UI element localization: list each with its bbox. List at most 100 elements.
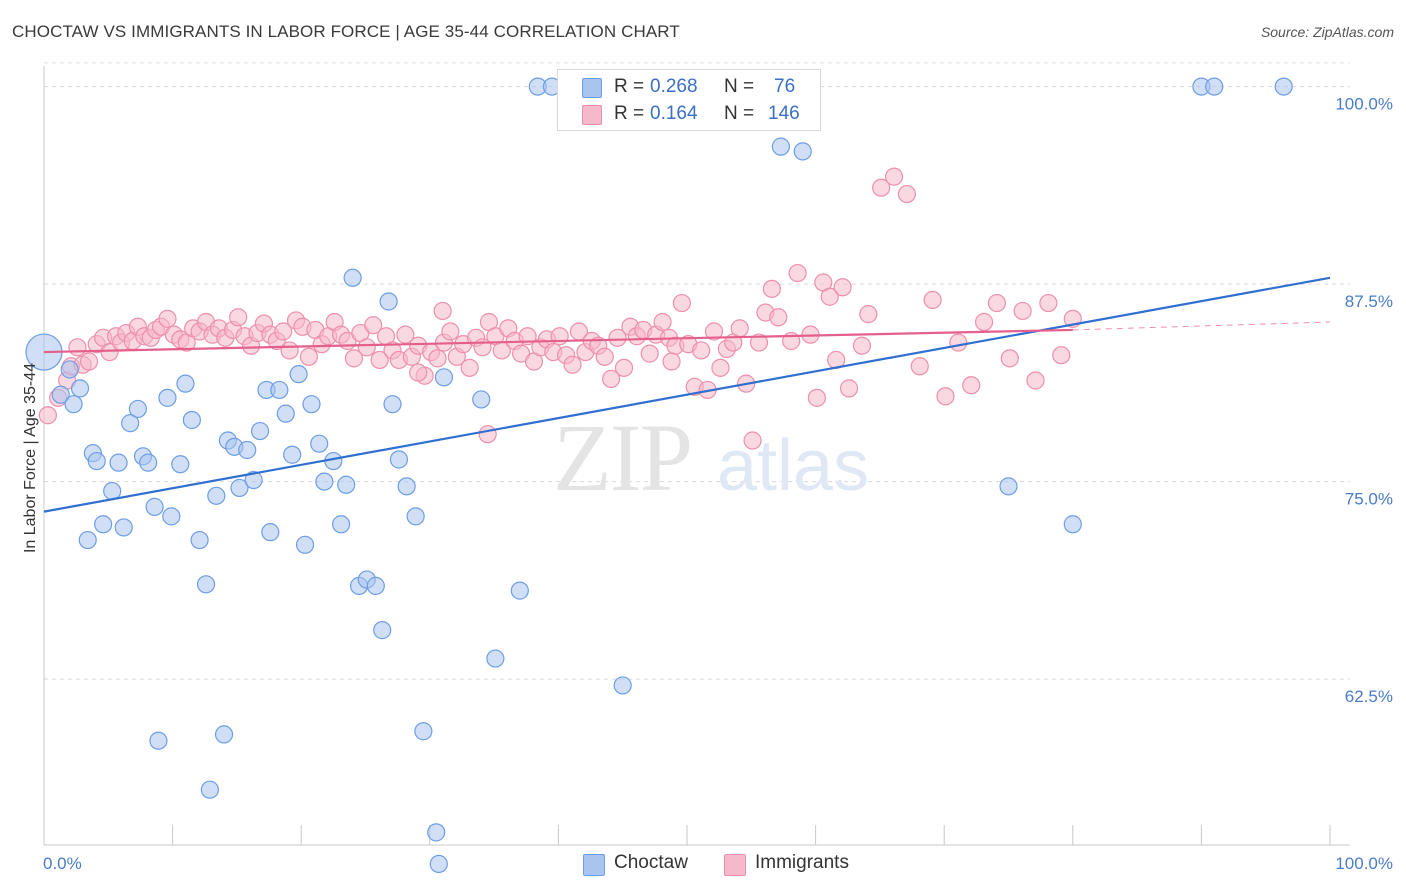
immigrants-point [563, 355, 582, 374]
choctaw-point [414, 722, 433, 741]
immigrants-point [923, 290, 942, 309]
choctaw-point [295, 535, 315, 554]
choctaw-point [94, 515, 113, 534]
correlation-legend: R = 0.268 N = 76 R = 0.164 N = 146 [557, 69, 821, 131]
immigrants-point [859, 305, 878, 324]
n-value: 76 [774, 76, 796, 97]
immigrants-point [769, 308, 788, 327]
immigrants-point [936, 387, 955, 406]
choctaw-point [510, 581, 529, 600]
choctaw-point [429, 854, 448, 874]
choctaw-point [366, 576, 385, 595]
immigrants-point [428, 349, 447, 368]
immigrants-point [788, 263, 807, 283]
choctaw-point [207, 486, 226, 505]
immigrants-point [478, 425, 497, 444]
choctaw-legend-swatch [583, 854, 605, 876]
choctaw-point [331, 515, 351, 534]
immigrants-point [910, 357, 929, 376]
watermark-atlas: atlas [717, 426, 869, 506]
axes [43, 66, 1350, 846]
immigrants-swatch [582, 105, 602, 125]
choctaw-point [1063, 515, 1082, 534]
immigrants-point [704, 322, 724, 341]
choctaw-point [373, 621, 392, 640]
y-tick-label: 75.0% [1345, 490, 1393, 509]
n-value: 146 [768, 103, 800, 124]
y-axis-label: In Labor Force | Age 35-44 [22, 363, 39, 553]
choctaw-point [70, 379, 90, 398]
immigrants-point [299, 347, 319, 366]
immigrants-point [987, 293, 1007, 313]
immigrants-point [1013, 301, 1032, 321]
immigrants-point [79, 352, 99, 371]
choctaw-point [472, 390, 491, 409]
choctaw-point [389, 450, 409, 469]
choctaw-point [171, 455, 190, 474]
choctaw-trend-line [43, 276, 1331, 513]
grid-lines [44, 62, 1350, 680]
r-label: R = [614, 76, 645, 97]
choctaw-point [162, 507, 181, 526]
immigrants-trend-line [43, 328, 1073, 354]
choctaw-point [51, 385, 70, 404]
immigrants-point [274, 322, 293, 341]
immigrants-point [884, 167, 904, 186]
immigrants-point [357, 338, 376, 357]
immigrants-point [614, 358, 634, 377]
choctaw-point [214, 725, 234, 744]
choctaw-point [343, 268, 362, 287]
choctaw-point [238, 440, 257, 460]
immigrants-point [692, 341, 711, 360]
x-tick-label: 0.0% [43, 854, 82, 873]
immigrants-point [640, 344, 659, 363]
immigrants-point [833, 278, 852, 297]
immigrants-point [852, 336, 871, 355]
choctaw-point [406, 507, 425, 526]
immigrants-point [409, 363, 428, 382]
choctaw-point [1205, 77, 1224, 96]
choctaw-point [261, 523, 280, 542]
choctaw-point [302, 395, 321, 414]
immigrants-point [229, 308, 248, 327]
choctaw-point [315, 472, 334, 491]
immigrants-point [743, 431, 762, 450]
choctaw-point [383, 395, 402, 414]
watermark: ZIP atlas [553, 404, 869, 511]
immigrants-point [370, 350, 389, 370]
choctaw-point [486, 649, 505, 668]
immigrants-point [949, 333, 968, 352]
choctaw-point [310, 434, 329, 453]
choctaw-point [87, 451, 106, 471]
immigrants-point [872, 178, 891, 197]
immigrants-point [158, 309, 177, 328]
immigrants-point [1000, 349, 1019, 368]
choctaw-point [379, 292, 398, 311]
choctaw-point [244, 470, 263, 490]
immigrants-point [608, 328, 627, 347]
immigrants-point [602, 369, 621, 388]
choctaw-point [145, 497, 164, 516]
choctaw-point [176, 374, 195, 393]
choctaw-point [139, 453, 158, 472]
immigrants-point [280, 341, 299, 360]
immigrants-point [433, 301, 452, 321]
choctaw-swatch [582, 78, 602, 98]
immigrants-point [1026, 371, 1045, 390]
choctaw-point [283, 445, 302, 464]
immigrants-point [68, 338, 87, 357]
choctaw-point [427, 823, 446, 842]
choctaw-point [109, 453, 128, 472]
immigrants-point [364, 316, 383, 335]
choctaw-point [182, 410, 201, 430]
immigrants-point [1052, 346, 1071, 365]
immigrants-point [762, 279, 781, 298]
immigrants-point [653, 312, 672, 332]
immigrants-point [344, 349, 364, 368]
immigrants-point [441, 322, 460, 341]
immigrants-point [595, 347, 614, 366]
immigrants-trend-extension [1072, 321, 1331, 331]
immigrants-point [672, 293, 691, 313]
immigrants-point [396, 325, 415, 344]
